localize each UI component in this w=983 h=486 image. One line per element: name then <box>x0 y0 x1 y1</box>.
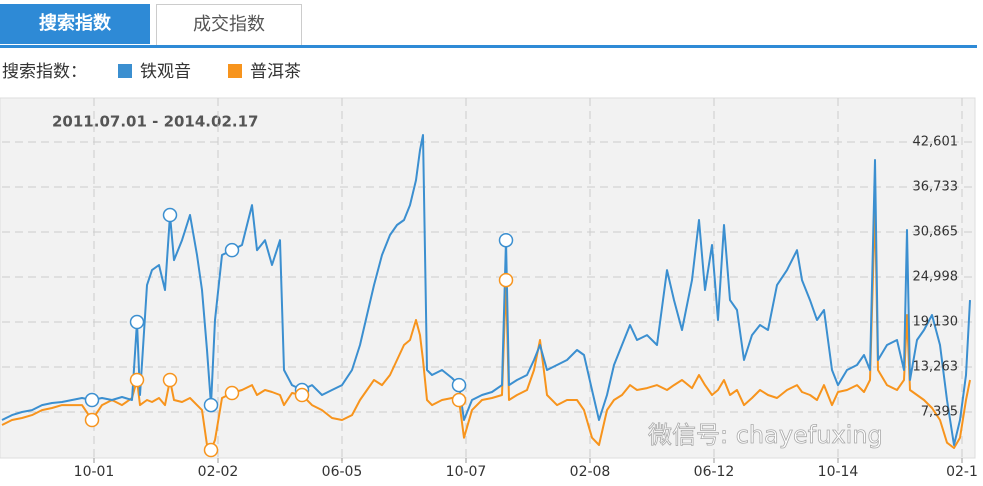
x-tick-label: 02-1 <box>946 464 978 480</box>
y-tick-label: 24,998 <box>913 270 959 285</box>
date-range: 2011.07.01 - 2014.02.17 <box>52 113 258 131</box>
legend-swatch <box>118 64 132 78</box>
y-tick-label: 13,263 <box>913 360 959 375</box>
x-tick-label: 02-08 <box>570 464 611 480</box>
series-line <box>1 134 971 446</box>
tab[interactable]: 搜索指数 <box>0 4 150 44</box>
x-tick-label: 06-05 <box>322 464 363 480</box>
y-tick-label: 36,733 <box>913 180 959 195</box>
x-tick-label: 10-07 <box>446 464 487 480</box>
event-marker <box>203 442 219 458</box>
x-tick-label: 02-02 <box>198 464 239 480</box>
event-marker <box>451 392 467 408</box>
x-tick-label: 06-12 <box>694 464 735 480</box>
event-marker <box>84 412 100 428</box>
event-marker <box>224 242 240 258</box>
x-tick-label: 10-14 <box>818 464 859 480</box>
series-line <box>1 204 971 451</box>
event-marker <box>162 207 178 223</box>
y-tick-label: 30,865 <box>913 225 959 240</box>
watermark: 微信号: chayefuxing <box>648 421 883 449</box>
event-marker <box>203 397 219 413</box>
legend-swatch <box>228 64 242 78</box>
event-marker <box>498 272 514 288</box>
y-tick-label: 7,395 <box>921 405 958 420</box>
legend-label: 铁观音 <box>140 62 191 82</box>
y-tick-label: 19,130 <box>913 315 959 330</box>
event-marker <box>224 385 240 401</box>
event-marker <box>129 314 145 330</box>
tab-bar: 搜索指数 成交指数 <box>0 4 977 48</box>
event-marker <box>84 392 100 408</box>
tab[interactable]: 成交指数 <box>156 4 302 45</box>
event-marker <box>162 372 178 388</box>
event-marker <box>498 232 514 248</box>
plot-area <box>0 97 976 459</box>
x-tick-label: 10-01 <box>74 464 115 480</box>
event-marker <box>129 372 145 388</box>
event-marker <box>451 377 467 393</box>
legend-title: 搜索指数： <box>2 62 87 82</box>
legend-label: 普洱茶 <box>250 62 301 82</box>
chart: 搜索指数： 2011.07.01 - 2014.02.17 铁观音 普洱茶 10-0… <box>0 62 978 480</box>
y-tick-label: 42,601 <box>913 135 959 150</box>
event-marker <box>294 387 310 403</box>
